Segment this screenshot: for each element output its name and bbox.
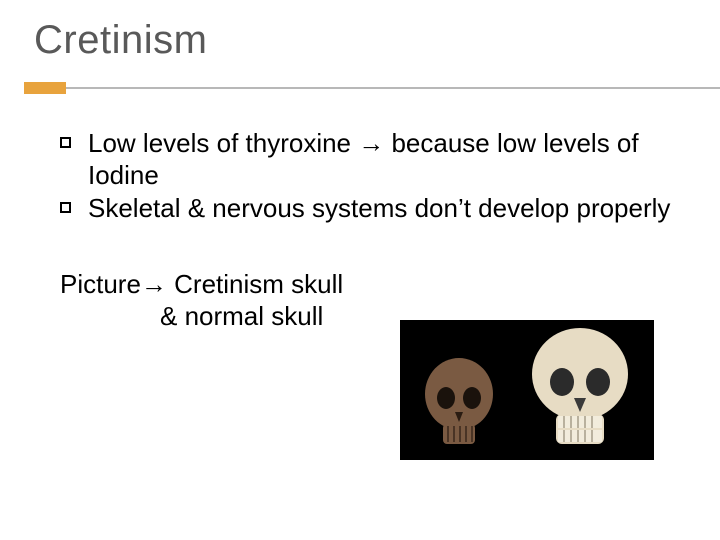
- bullet-list: Low levels of thyroxine → because low le…: [60, 128, 680, 225]
- body-region: Low levels of thyroxine → because low le…: [60, 128, 680, 333]
- slide-title: Cretinism: [34, 18, 207, 63]
- title-rule: [24, 82, 720, 94]
- caption-line-1: Picture→ Cretinism skull: [60, 269, 680, 301]
- bullet-item: Skeletal & nervous systems don’t develop…: [60, 193, 680, 225]
- slide: Cretinism Low levels of thyroxine → beca…: [0, 0, 720, 540]
- rule-accent: [24, 82, 66, 94]
- skull-picture: [400, 320, 654, 460]
- normal-skull-icon: [520, 324, 640, 452]
- bullet-item: Low levels of thyroxine → because low le…: [60, 128, 680, 191]
- cretinism-skull-icon: [415, 352, 503, 452]
- rule-line: [66, 87, 720, 89]
